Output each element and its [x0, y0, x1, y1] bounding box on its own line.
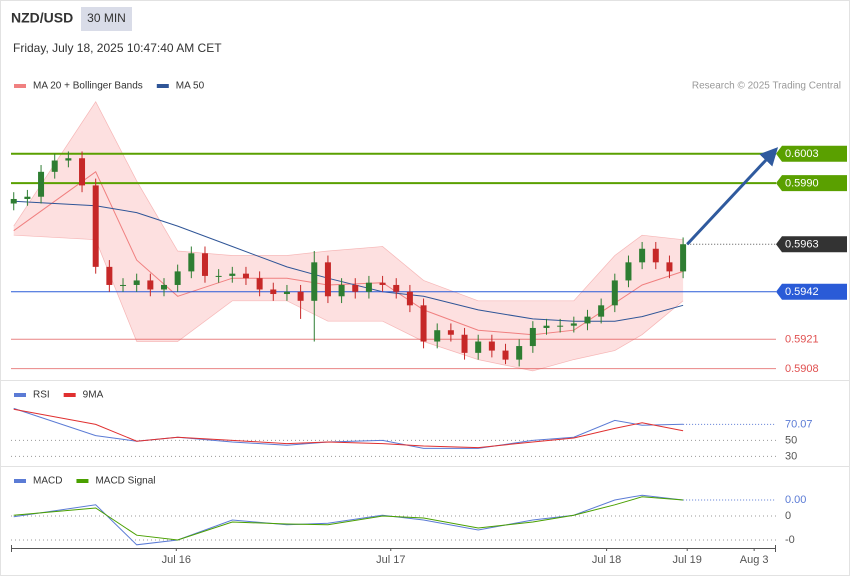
candle-body — [229, 273, 236, 276]
candle-body — [625, 262, 632, 281]
candle-body — [598, 305, 605, 317]
legend-label: MA 50 — [176, 81, 205, 92]
bollinger-fill — [13, 101, 684, 371]
legend-swatch — [14, 84, 26, 88]
legend-label: 9MA — [83, 390, 104, 401]
candle-body — [215, 275, 222, 277]
candle-body — [406, 291, 413, 306]
candle-body — [51, 160, 58, 172]
legend-label: RSI — [33, 390, 50, 401]
candle-body — [147, 280, 154, 290]
forecast-arrow — [686, 147, 779, 246]
last-value-label: 0.00 — [785, 494, 806, 506]
legend-label: MACD Signal — [95, 476, 155, 487]
indicator-line — [13, 496, 684, 541]
level-label-box — [776, 236, 847, 253]
legend-swatch — [76, 479, 89, 483]
candle-body — [461, 334, 468, 353]
candle-body — [311, 262, 318, 301]
candle-body — [120, 284, 127, 286]
candle-body — [79, 158, 86, 186]
candle-body — [256, 278, 263, 290]
level-label: 0.5942 — [785, 286, 819, 298]
candle-body — [65, 158, 72, 161]
candle-body — [516, 346, 523, 360]
interval-badge[interactable] — [81, 7, 132, 31]
candle-body — [161, 284, 167, 290]
candle-body — [24, 196, 31, 199]
credit: Research © 2025 Trading Central — [692, 81, 841, 92]
datetime: Friday, July 18, 2025 10:47:40 AM CET — [13, 41, 222, 55]
candle-body — [488, 341, 495, 351]
bollinger-lower — [13, 234, 684, 372]
level-label: 0.5921 — [785, 334, 819, 346]
candle-body — [270, 289, 277, 295]
legend-swatch — [14, 393, 26, 397]
candle-body — [543, 325, 550, 328]
y-tick-label: 50 — [785, 434, 797, 446]
interval[interactable]: 30 MIN — [87, 11, 126, 25]
candle-body — [188, 253, 195, 272]
candle-body — [652, 248, 659, 263]
candle-body — [352, 284, 359, 292]
level-label: 0.6003 — [785, 148, 819, 160]
candle-body — [570, 323, 577, 326]
x-tick-label: Jul 19 — [673, 554, 702, 566]
candle-body — [434, 330, 441, 342]
x-tick-label: Jul 16 — [162, 554, 191, 566]
bollinger-upper — [13, 101, 684, 302]
level-label-box — [776, 175, 847, 192]
x-tick-label: Jul 17 — [376, 554, 405, 566]
candle-body — [393, 284, 400, 292]
candle-body — [283, 291, 290, 295]
candle-body — [680, 244, 687, 272]
candle-body — [666, 262, 673, 272]
candle-body — [639, 248, 646, 263]
candle-body — [133, 280, 140, 285]
legend-swatch — [156, 84, 169, 88]
candle-body — [201, 253, 208, 276]
symbol: NZD/USD — [11, 10, 73, 26]
candle-body — [420, 305, 427, 342]
last-value-label: 70.07 — [785, 418, 813, 430]
candle-body — [106, 266, 113, 285]
candle-body — [297, 291, 304, 301]
x-tick-label: Aug 3 — [740, 554, 769, 566]
candle-body — [10, 198, 17, 204]
level-label: 0.5963 — [785, 239, 819, 251]
level-label: 0.5990 — [785, 178, 819, 190]
y-tick-label: 30 — [785, 450, 797, 462]
legend-label: MACD — [33, 476, 62, 487]
indicator-line — [13, 408, 684, 449]
candle-body — [447, 330, 454, 335]
candle-body — [611, 280, 618, 306]
candle-body — [242, 273, 249, 279]
level-label-box — [776, 145, 847, 162]
legend-swatch — [63, 393, 76, 397]
candle-body — [38, 171, 45, 197]
candle-body — [584, 316, 591, 324]
candle-body — [379, 282, 386, 285]
candle-body — [324, 262, 331, 297]
level-label: 0.5908 — [785, 363, 819, 375]
legend-label: MA 20 + Bollinger Bands — [33, 81, 143, 92]
candle-body — [365, 282, 372, 292]
indicator-line — [13, 494, 684, 546]
candle-body — [475, 341, 482, 353]
candle-body — [557, 325, 564, 327]
candle-body — [92, 185, 99, 267]
candle-body — [502, 350, 509, 360]
candle-body — [338, 284, 345, 297]
candle-body — [529, 327, 536, 347]
x-tick-label: Jul 18 — [592, 554, 621, 566]
y-tick-label: 0 — [785, 510, 791, 522]
candle-body — [174, 271, 181, 285]
y-tick-label: -0 — [785, 534, 795, 546]
legend-swatch — [14, 479, 26, 483]
level-label-box — [776, 283, 847, 300]
